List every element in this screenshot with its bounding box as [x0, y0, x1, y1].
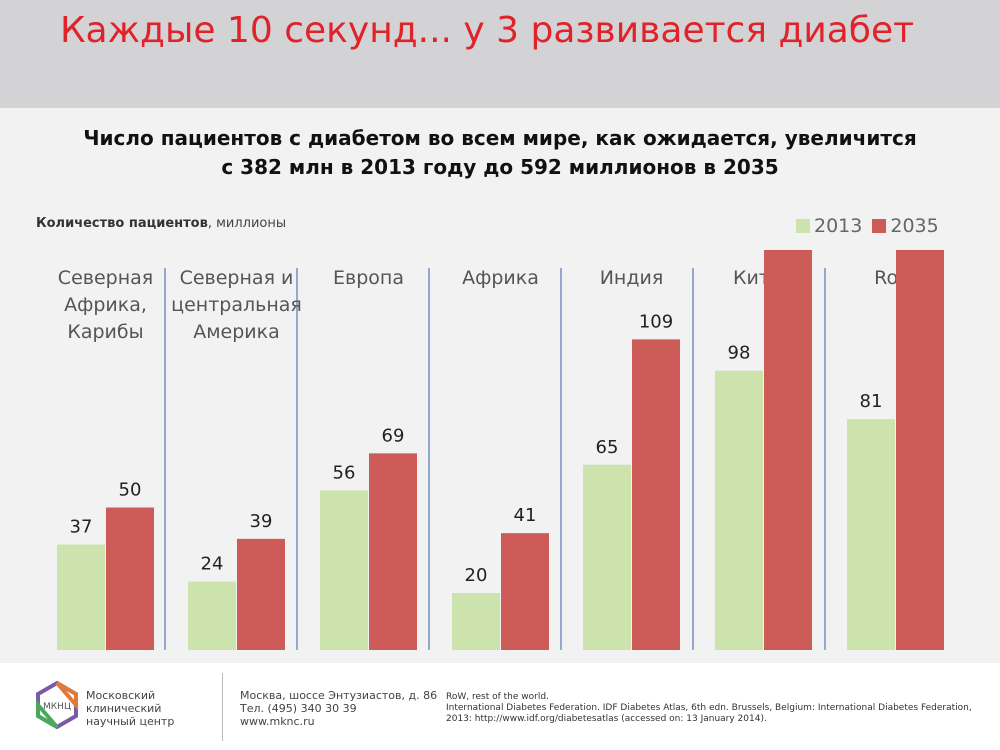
bar-2013	[320, 490, 368, 650]
header-banner: Каждые 10 секунд... у 3 развивается диаб…	[0, 0, 1000, 108]
bar-2035	[369, 453, 417, 650]
legend-swatch-2013	[796, 219, 810, 233]
bar-2013	[847, 419, 895, 650]
legend-swatch-2035	[872, 219, 887, 233]
data-label-2035: 39	[250, 511, 273, 532]
units-label: Количество пациентов, миллионы	[36, 216, 286, 231]
bar-2035	[237, 538, 285, 650]
bar-2013	[188, 581, 236, 650]
units-label-bold: Количество пациентов	[36, 216, 208, 231]
category-label: Северная и центральная Америка	[171, 267, 302, 343]
data-label-2013: 81	[860, 391, 883, 412]
source-line: International Diabetes Federation. IDF D…	[446, 703, 972, 713]
source-line: 2013: http://www.idf.org/diabetesatlas (…	[446, 714, 767, 724]
world-map-background	[0, 108, 1000, 663]
org-name-line: научный центр	[86, 715, 175, 728]
logo-mark-text: МКНЦ	[43, 702, 71, 712]
chart-subtitle-line2: с 382 млн в 2013 году до 592 миллионов в…	[221, 155, 779, 179]
legend-item-2013: 2013	[796, 215, 862, 237]
address-line: Москва, шоссе Энтузиастов, д. 86	[240, 689, 438, 702]
source-note: RoW, rest of the world. International Di…	[446, 692, 972, 725]
org-name-line: клинический	[86, 702, 162, 715]
footer	[0, 663, 1000, 750]
data-label-2013: 37	[70, 517, 93, 538]
page-title: Каждые 10 секунд... у 3 развивается диаб…	[60, 10, 915, 51]
contact-info: Москва, шоссе Энтузиастов, д. 86 Тел. (4…	[240, 689, 437, 728]
data-label-2013: 56	[333, 462, 356, 483]
bar-2035	[106, 507, 154, 650]
bar-2035	[764, 250, 812, 650]
phone-line: Тел. (495) 340 30 39	[240, 702, 357, 715]
category-label: Европа	[333, 267, 404, 289]
bar-2013	[452, 593, 500, 650]
org-name-line: Московский	[86, 689, 156, 702]
source-line: RoW, rest of the world.	[446, 692, 549, 702]
data-label-2013: 20	[465, 565, 488, 586]
org-name: Московский клинический научный центр	[86, 689, 174, 728]
bar-2013	[715, 370, 763, 650]
data-label-2035: 41	[514, 505, 537, 526]
data-label-2035: 69	[382, 425, 405, 446]
mknc-logo-icon: МКНЦ	[36, 680, 78, 730]
chart-subtitle-line1: Число пациентов с диабетом во всем мире,…	[83, 126, 917, 150]
bar-chart: Северная Африка, Карибы 37 50 Северная и центр…	[57, 250, 944, 650]
category-label: Северная Африка, Карибы	[58, 267, 153, 343]
footer-divider	[222, 673, 223, 741]
data-label-2013: 98	[728, 343, 751, 364]
data-label-2035: 109	[639, 311, 673, 332]
bar-2035	[896, 250, 944, 650]
chart-legend: 2013 2035	[796, 214, 949, 238]
category-label: Индия	[600, 267, 664, 289]
data-label-2013: 65	[596, 437, 619, 458]
bar-2035	[501, 533, 549, 650]
legend-label-2013: 2013	[814, 215, 863, 237]
legend-item-2035: 2035	[872, 215, 939, 237]
bar-2035	[632, 339, 680, 650]
data-label-2035: 50	[119, 480, 142, 501]
category-label: Африка	[462, 267, 539, 289]
data-label-2013: 24	[201, 554, 224, 575]
legend-label-2035: 2035	[890, 215, 939, 237]
units-label-rest: , миллионы	[207, 216, 287, 231]
website-link[interactable]: www.mknc.ru	[240, 715, 315, 728]
bar-2013	[583, 464, 631, 650]
bar-2013	[57, 544, 105, 650]
